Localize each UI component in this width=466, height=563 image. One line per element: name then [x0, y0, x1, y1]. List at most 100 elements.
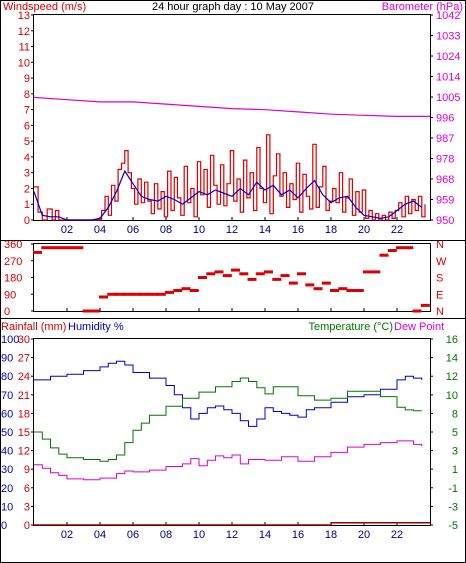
rain-tick-label-18: 18 — [18, 408, 30, 420]
direction-point — [396, 246, 405, 250]
dir-tick-label-90: 90 — [4, 289, 16, 301]
baro-tick-label-959: 959 — [436, 195, 454, 207]
rain-tick-label-15: 15 — [18, 427, 30, 439]
dewpoint-axis-title: Dew Point — [394, 321, 444, 333]
baro-tick-label-950: 950 — [436, 215, 454, 227]
x-tick-label-08: 08 — [160, 224, 172, 236]
temperature-axis-title: Temperature (°C) — [309, 321, 393, 333]
humidity-tick-label-100: 100 — [1, 334, 19, 346]
x-tick-label-08: 08 — [160, 529, 172, 541]
x-tick-label-20: 20 — [358, 224, 370, 236]
compass-label-4: N — [436, 239, 444, 251]
x-tick-label-14: 14 — [259, 224, 271, 236]
x-tick-label-02: 02 — [61, 224, 73, 236]
humidity-tick-label-30: 30 — [1, 464, 13, 476]
temp-tick-label-3: 3 — [452, 446, 458, 458]
windspeed-line — [34, 134, 426, 221]
temp-tick-label-16: 16 — [446, 334, 458, 346]
direction-point — [387, 249, 397, 252]
direction-point — [288, 281, 298, 285]
wind-tick-label-8: 8 — [24, 89, 30, 101]
temp-tick-label--1: -1 — [448, 483, 458, 495]
baro-tick-label-1014: 1014 — [436, 72, 460, 84]
humidity-tick-label-80: 80 — [1, 371, 13, 383]
rain-tick-label-24: 24 — [18, 371, 30, 383]
barometer-axis-title: Barometer (hPa) — [382, 1, 463, 13]
dir-tick-label-360: 360 — [4, 239, 22, 251]
direction-point — [49, 246, 59, 250]
wind-tick-label-0: 0 — [24, 215, 30, 227]
compass-label-3: W — [436, 256, 447, 268]
x-tick-label-18: 18 — [325, 224, 337, 236]
baro-tick-label-968: 968 — [436, 174, 454, 186]
x-tick-label-20: 20 — [358, 529, 370, 541]
direction-point — [82, 309, 92, 313]
direction-point — [412, 309, 422, 313]
direction-point — [420, 303, 430, 307]
x-tick-label-06: 06 — [127, 224, 139, 236]
windspeed-axis-title: Windspeed (m/s) — [3, 1, 86, 13]
x-tick-label-04: 04 — [94, 529, 106, 541]
temp-tick-label-14: 14 — [446, 353, 458, 365]
baro-tick-label-1024: 1024 — [436, 51, 460, 63]
direction-point — [140, 292, 150, 296]
direction-point — [338, 287, 348, 291]
humidity-tick-label-70: 70 — [1, 390, 13, 402]
direction-point — [132, 292, 141, 296]
humidity-tick-label-90: 90 — [1, 353, 13, 365]
dir-tick-label-0: 0 — [4, 306, 10, 318]
direction-point — [148, 292, 158, 296]
x-tick-label-10: 10 — [193, 224, 205, 236]
x-tick-label-22: 22 — [391, 529, 403, 541]
rain-tick-label-21: 21 — [18, 390, 30, 402]
x-tick-label-02: 02 — [61, 529, 73, 541]
wind-tick-label-12: 12 — [18, 26, 30, 38]
x-tick-label-14: 14 — [259, 529, 271, 541]
direction-point — [371, 270, 381, 274]
x-tick-label-04: 04 — [94, 224, 106, 236]
wind-tick-label-4: 4 — [24, 152, 30, 164]
direction-point — [156, 292, 166, 296]
wind-tick-label-13: 13 — [18, 10, 30, 22]
x-tick-label-06: 06 — [127, 529, 139, 541]
barometer-line — [33, 96, 430, 117]
compass-label-0: N — [436, 306, 444, 318]
direction-point — [99, 295, 108, 299]
direction-point — [354, 289, 364, 292]
direction-point — [272, 277, 282, 281]
wind-tick-label-7: 7 — [24, 105, 30, 117]
wind-tick-label-1: 1 — [24, 199, 30, 211]
direction-point — [41, 246, 51, 250]
direction-point — [123, 292, 133, 296]
direction-point — [379, 253, 389, 257]
dir-tick-label-180: 180 — [4, 273, 22, 285]
windspeed-average-line — [33, 169, 423, 221]
wind-tick-label-3: 3 — [24, 168, 30, 180]
direction-point — [33, 250, 42, 254]
humidity-tick-label-10: 10 — [1, 501, 13, 513]
direction-point — [173, 289, 183, 292]
wind-tick-label-11: 11 — [19, 42, 30, 54]
wind-tick-label-5: 5 — [24, 136, 30, 148]
temp-tick-label-12: 12 — [446, 371, 458, 383]
baro-tick-label-1005: 1005 — [436, 92, 460, 104]
humidity-tick-label-0: 0 — [1, 520, 7, 532]
baro-tick-label-987: 987 — [436, 133, 454, 145]
temp-tick-label-1: 1 — [452, 464, 458, 476]
humidity-tick-label-50: 50 — [1, 427, 13, 439]
x-tick-label-16: 16 — [292, 224, 304, 236]
direction-point — [239, 272, 249, 276]
direction-point — [280, 274, 290, 278]
compass-label-2: S — [436, 273, 443, 285]
rain-tick-label-12: 12 — [18, 446, 30, 458]
direction-point — [330, 289, 339, 292]
baro-tick-label-996: 996 — [436, 113, 454, 125]
wind-tick-label-2: 2 — [24, 183, 30, 195]
humidity-tick-label-40: 40 — [1, 446, 13, 458]
direction-point — [181, 287, 191, 291]
temp-tick-label--3: -3 — [448, 501, 458, 513]
direction-point — [313, 287, 323, 291]
temp-tick-label-8: 8 — [452, 408, 458, 420]
